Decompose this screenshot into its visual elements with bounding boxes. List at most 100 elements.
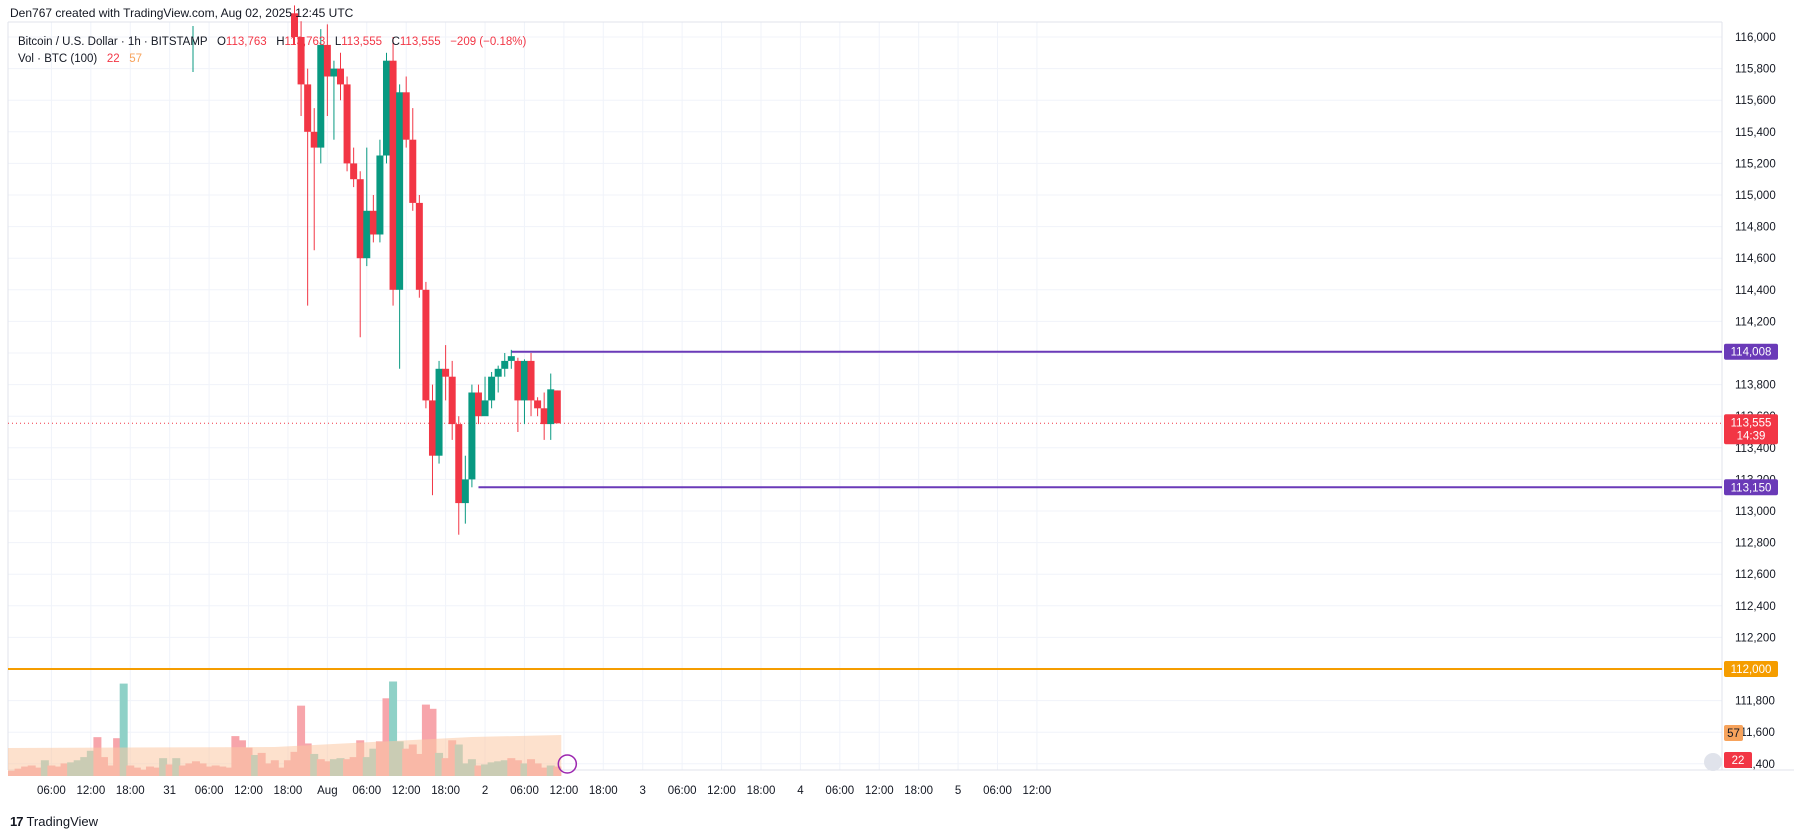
last-price-label: 113,555: [1731, 417, 1772, 429]
price-level-badge-label: 114,008: [1731, 347, 1772, 359]
time-tick-label: 12:00: [234, 785, 263, 797]
candle-body: [376, 155, 384, 235]
candle-body: [363, 210, 371, 259]
volume-bar: [389, 681, 398, 776]
time-tick-label: 12:00: [1023, 785, 1052, 797]
time-tick-label: 3: [640, 785, 646, 797]
low-label: L: [334, 36, 342, 48]
low-value: 113,555: [341, 36, 382, 48]
price-tick-label: 114,400: [1735, 285, 1776, 297]
time-tick-label: 06:00: [983, 785, 1012, 797]
price-tick-label: 111,800: [1735, 696, 1775, 708]
volume-value: 22: [106, 53, 120, 65]
price-level-badge: [1724, 479, 1778, 496]
price-tick-label: 113,800: [1735, 380, 1776, 392]
tradingview-logo-icon: 17: [10, 814, 24, 829]
last-price-badge: [1724, 414, 1778, 445]
candle-body: [481, 400, 489, 417]
price-tick-label: 113,000: [1735, 506, 1776, 518]
candle-body: [534, 400, 542, 409]
price-level-badge: [1724, 661, 1778, 677]
candle-body: [382, 60, 390, 156]
candle-body: [514, 360, 522, 401]
candle-body: [455, 424, 463, 504]
time-tick-label: 12:00: [865, 785, 894, 797]
time-tick-label: 4: [797, 785, 804, 797]
high-label: H: [276, 36, 285, 48]
time-tick-label: 06:00: [352, 785, 381, 797]
candle-body: [291, 13, 299, 38]
volume-ma-value: 57: [129, 53, 143, 65]
volume-badge: [1724, 752, 1752, 768]
candle-body: [350, 163, 358, 180]
candle-body: [389, 60, 397, 290]
candle-body: [494, 368, 502, 377]
price-tick-label: 114,200: [1735, 316, 1776, 328]
price-tick-label: 112,200: [1735, 632, 1776, 644]
volume-legend-row: Vol · BTC (100) 22 57: [18, 51, 526, 68]
volume-title[interactable]: Vol · BTC (100): [18, 53, 98, 65]
volume-bar: [297, 705, 306, 776]
price-tick-label: 112,400: [1735, 601, 1776, 613]
candle-body: [323, 44, 331, 77]
candle-body: [520, 360, 528, 401]
time-tick-label: 18:00: [274, 785, 303, 797]
candle-body: [501, 360, 509, 369]
price-tick-label: 112,800: [1735, 538, 1776, 550]
time-tick-label: 12:00: [392, 785, 421, 797]
time-tick-label: 18:00: [589, 785, 618, 797]
volume-ma-area: [8, 735, 562, 776]
candle-body: [343, 84, 351, 164]
change-value: −209 (−0.18%): [450, 36, 527, 48]
candle-body: [547, 389, 555, 425]
symbol-title[interactable]: Bitcoin / U.S. Dollar · 1h · BITSTAMP: [18, 36, 208, 48]
candle-body: [540, 408, 548, 425]
candle-body: [337, 68, 344, 85]
time-tick-label: 18:00: [747, 785, 776, 797]
close-label: C: [391, 36, 400, 48]
high-value: 113,763: [284, 36, 326, 48]
time-tick-label: 18:00: [431, 785, 460, 797]
chart-header: Den767 created with TradingView.com, Aug…: [10, 6, 353, 20]
price-tick-label: 115,800: [1735, 64, 1776, 76]
price-tick-label: 115,000: [1735, 190, 1776, 202]
time-tick-label: 18:00: [116, 785, 145, 797]
price-level-badge-label: 112,000: [1731, 664, 1772, 676]
candle-body: [428, 400, 436, 456]
price-tick-label: 111,600: [1735, 727, 1775, 739]
us-flag-icon: [1704, 753, 1722, 771]
price-tick-label: 116,000: [1735, 32, 1776, 44]
price-tick-label: 115,600: [1735, 95, 1776, 107]
candle-body: [442, 368, 450, 377]
symbol-legend-row: Bitcoin / U.S. Dollar · 1h · BITSTAMP O1…: [18, 34, 526, 51]
candle-body: [527, 360, 535, 401]
price-tick-label: 115,400: [1735, 127, 1776, 139]
time-tick-label: 06:00: [37, 785, 66, 797]
author-line: Den767 created with TradingView.com, Aug…: [10, 6, 354, 20]
open-value: 113,763: [225, 36, 267, 48]
time-tick-label: 06:00: [195, 785, 224, 797]
candle-body: [422, 289, 430, 401]
candle-body: [409, 139, 417, 203]
chart-legend: Bitcoin / U.S. Dollar · 1h · BITSTAMP O1…: [18, 34, 526, 68]
time-tick-label: 5: [955, 785, 961, 797]
candle-body: [415, 202, 423, 290]
open-label: O: [216, 36, 226, 48]
tradingview-brand[interactable]: 17 TradingView: [10, 814, 98, 829]
price-tick-label: 114,800: [1735, 222, 1776, 234]
time-tick-label: 06:00: [510, 785, 539, 797]
candle-body: [488, 376, 496, 401]
time-tick-label: 06:00: [668, 785, 697, 797]
candle-body: [310, 131, 318, 148]
price-level-badge: [1724, 343, 1778, 360]
volume-badge-label: 22: [1732, 755, 1745, 767]
candle-body: [402, 92, 410, 140]
time-tick-label: 18:00: [904, 785, 933, 797]
candle-body: [297, 37, 305, 85]
price-tick-label: 112,600: [1735, 569, 1776, 581]
volume-ma-badge: [1724, 725, 1743, 741]
price-tick-label: 115,200: [1735, 158, 1776, 170]
candle-body: [356, 179, 364, 259]
time-tick-label: 12:00: [76, 785, 105, 797]
